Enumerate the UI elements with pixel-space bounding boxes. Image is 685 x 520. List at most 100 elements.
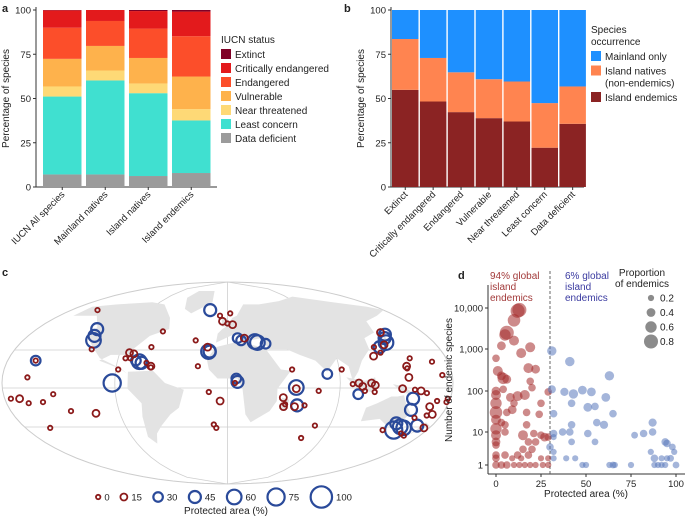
island-point	[406, 355, 413, 362]
scatter-point	[601, 393, 611, 402]
y-tick-label: 1	[478, 461, 483, 472]
scatter-point	[501, 428, 509, 436]
scatter-point	[604, 371, 615, 381]
island-point	[29, 354, 42, 367]
bar-endangered-mainland-natives	[86, 20, 125, 46]
island-point	[349, 380, 356, 388]
island-point	[192, 337, 199, 344]
scatter-point	[510, 399, 518, 408]
scatter-point	[537, 399, 545, 408]
scatter-point	[587, 387, 596, 397]
bar-island-endemics-least-concern	[531, 147, 558, 187]
bar-mainland-only-extinct	[392, 10, 419, 40]
size-legend-label: 0.8	[660, 337, 674, 348]
island-point	[88, 346, 95, 353]
island-point	[94, 306, 101, 314]
scatter-point	[492, 461, 500, 469]
bar-island-natives-non-endemics-critically-endangered	[419, 57, 447, 102]
island-point	[377, 349, 384, 356]
bar-island-endemics-vulnerable	[475, 118, 503, 187]
size-legend-circle-15	[119, 492, 129, 502]
scatter-point	[560, 387, 569, 396]
scatter-point	[501, 451, 509, 459]
size-legend-circle-60	[225, 488, 243, 506]
size-legend-circle-0-8	[644, 334, 658, 349]
scatter-point	[563, 455, 570, 462]
scatter-point	[509, 335, 519, 346]
bar-island-natives-non-endemics-endangered	[447, 72, 475, 113]
size-legend-circle-45	[187, 489, 203, 505]
legend-swatch-near-threatened	[221, 105, 231, 115]
annotation-above-threshold: endemics	[565, 293, 608, 304]
island-point	[389, 416, 404, 431]
island-point	[301, 402, 308, 409]
scatter-point	[522, 408, 531, 417]
island-point	[288, 366, 296, 373]
bar-critically-endangered-iucn-all-species	[43, 10, 82, 28]
x-tick-label: 25	[536, 479, 547, 490]
island-point	[202, 344, 217, 359]
scatter-point	[591, 402, 599, 411]
scatter-point	[490, 397, 502, 409]
scatter-point	[516, 461, 523, 469]
bar-island-endemics-critically-endangered	[419, 101, 447, 187]
scatter-point	[582, 461, 590, 469]
size-legend-label: 0	[104, 493, 109, 504]
scatter-point	[501, 421, 509, 429]
y-tick-label: 10	[472, 428, 483, 439]
island-point	[129, 349, 139, 359]
island-point	[239, 333, 249, 343]
island-point	[143, 359, 150, 366]
scatter-point	[550, 434, 557, 441]
island-point	[203, 303, 218, 318]
island-point	[370, 380, 380, 390]
scatter-point	[532, 461, 539, 469]
island-point	[379, 340, 389, 350]
scatter-point	[631, 431, 638, 439]
scatter-point	[519, 445, 527, 454]
bar-data-deficient-iucn-all-species	[43, 174, 82, 187]
legend-swatch-least-concern	[221, 119, 231, 129]
island-point	[231, 379, 239, 387]
scatter-point	[627, 461, 635, 469]
island-point	[404, 372, 414, 382]
legend-label-island-natives-non-endemics: (non-endemics)	[605, 79, 674, 90]
bar-least-concern-island-endemics	[172, 120, 211, 174]
size-legend-circle-0-4	[646, 308, 656, 317]
scatter-point	[537, 455, 545, 462]
size-legend-circle-0-2	[647, 294, 655, 302]
y-tick-label: 0	[381, 183, 386, 194]
island-point	[291, 384, 301, 394]
x-tick-label: 75	[626, 479, 637, 490]
island-point	[248, 334, 266, 352]
land-greenland	[184, 291, 215, 314]
scatter-point	[578, 385, 587, 395]
island-point	[398, 384, 408, 394]
scatter-point	[489, 406, 503, 419]
y-tick-label: 75	[20, 50, 31, 61]
panel-c: c 0 15 30 45 60 75 100 Protected area (%)	[1, 267, 454, 517]
annotation-above-threshold: 6% global	[565, 271, 609, 282]
scatter-point	[663, 439, 671, 448]
x-axis-title: Protected area (%)	[184, 506, 268, 517]
bar-least-concern-island-natives	[129, 93, 168, 177]
island-point	[411, 414, 418, 421]
island-point	[411, 386, 419, 393]
scatter-point	[528, 383, 536, 392]
scatter-point	[672, 461, 680, 469]
y-tick-label: 50	[375, 94, 386, 105]
x-axis-title: Protected area (%)	[544, 489, 628, 500]
scatter-point	[650, 454, 659, 463]
scatter-point	[591, 438, 599, 446]
legend-title: Species	[591, 25, 627, 36]
legend-label-critically-endangered: Critically endangered	[235, 64, 329, 75]
island-point	[352, 388, 365, 401]
legend-label-extinct: Extinct	[235, 50, 265, 61]
size-legend-label: 45	[205, 493, 216, 504]
scatter-point	[518, 430, 528, 441]
scatter-point	[502, 374, 512, 384]
island-point	[91, 408, 101, 418]
bar-island-natives-non-endemics-least-concern	[531, 103, 558, 148]
scatter-point	[518, 455, 525, 462]
island-point	[148, 343, 155, 351]
